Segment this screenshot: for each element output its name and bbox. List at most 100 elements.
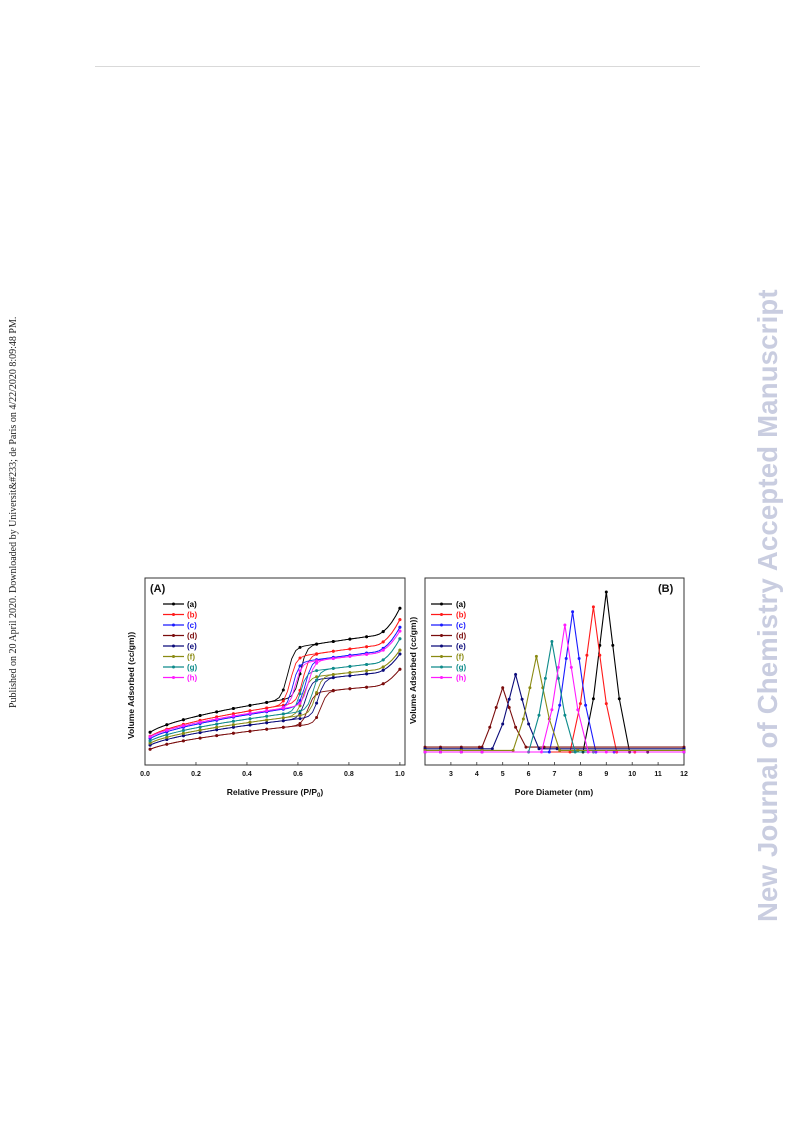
legend-marker	[440, 613, 443, 616]
isotherm-point	[298, 656, 302, 660]
isotherm-point	[298, 704, 302, 708]
isotherm-point	[365, 645, 369, 649]
legend-label: (e)	[456, 642, 466, 651]
panel-b-xlabel: Pore Diameter (nm)	[515, 787, 594, 797]
isotherm-point	[365, 685, 369, 689]
psd-line	[425, 672, 684, 750]
isotherm-point	[398, 606, 402, 610]
isotherm-point	[148, 735, 152, 739]
psd-point	[524, 745, 528, 749]
isotherm-des-line	[149, 630, 401, 738]
isotherm-point	[165, 738, 169, 741]
psd-point	[556, 676, 560, 680]
psd-line	[425, 685, 684, 748]
isotherm-point	[381, 648, 385, 652]
isotherm-point	[381, 630, 385, 634]
panel-a-x-ticks: 0.0 0.2 0.4 0.6 0.8 1.0	[140, 762, 405, 778]
isotherm-point	[315, 675, 319, 679]
isotherm-point	[248, 711, 252, 715]
isotherm-des-line	[149, 649, 401, 744]
isotherm-series-f	[148, 648, 402, 745]
isotherm-point	[381, 668, 385, 672]
isotherm-point	[281, 706, 285, 709]
isotherm-point	[215, 710, 219, 714]
isotherm-point	[381, 665, 385, 669]
isotherm-point	[315, 661, 319, 665]
isotherm-point	[265, 714, 269, 718]
panel-b-x-ticks: 3 4 5 6 7 8 9 10 11 12	[449, 762, 688, 778]
isotherm-point	[398, 667, 402, 671]
legend-marker	[172, 665, 175, 669]
isotherm-point	[165, 728, 169, 732]
isotherm-point	[348, 664, 352, 668]
psd-point	[591, 605, 595, 609]
psd-point	[585, 653, 589, 657]
isotherm-point	[298, 669, 302, 673]
isotherm-point	[198, 731, 202, 735]
legend-label: (a)	[187, 600, 197, 609]
isotherm-point	[148, 730, 152, 734]
isotherm-point	[181, 724, 185, 728]
panel-a-xlabel: Relative Pressure (P/P0)	[227, 787, 324, 799]
psd-point	[550, 640, 554, 643]
psd-point	[507, 697, 511, 701]
legend-marker	[172, 644, 175, 648]
psd-point	[514, 725, 518, 729]
isotherm-des-line	[149, 619, 401, 737]
isotherm-point	[198, 714, 202, 717]
x-tick-label: 10	[628, 771, 636, 778]
isotherm-point	[281, 716, 285, 720]
isotherm-point	[348, 674, 352, 678]
isotherm-point	[248, 717, 252, 721]
x-tick-label: 4	[475, 771, 479, 778]
isotherm-point	[315, 691, 319, 694]
psd-point	[591, 697, 595, 701]
isotherm-point	[331, 676, 335, 679]
psd-point	[547, 750, 551, 754]
isotherm-point	[248, 723, 252, 727]
legend-marker	[440, 634, 443, 637]
legend-label: (g)	[187, 663, 198, 672]
isotherm-point	[298, 692, 302, 696]
x-tick-label: 5	[501, 771, 505, 778]
legend-marker	[440, 665, 443, 669]
isotherm-point	[198, 736, 202, 740]
panel-a-label: (A)	[150, 583, 166, 595]
psd-point	[550, 708, 554, 712]
legend-marker	[172, 655, 175, 658]
isotherm-point	[398, 652, 402, 656]
legend-label: (b)	[456, 611, 467, 620]
panel-b-ylabel: Volume Adsorbed (cc/gm))	[408, 617, 418, 724]
psd-point	[501, 686, 505, 690]
isotherm-point	[181, 739, 185, 743]
header-rule	[95, 66, 700, 67]
panel-b: (B) 3 4 5 6 7 8 9 10 11 12 (a)(b)(c)(d)(e)(f)(g)(…	[408, 577, 688, 797]
isotherm-point	[198, 725, 202, 729]
isotherm-point	[398, 625, 402, 629]
isotherm-point	[331, 649, 335, 653]
panel-a-frame	[144, 577, 406, 766]
psd-point	[534, 654, 538, 658]
x-tick-label: 1.0	[395, 771, 405, 778]
x-tick-label: 8	[578, 771, 582, 778]
psd-series-d	[423, 685, 686, 749]
isotherm-point	[365, 652, 369, 656]
legend-label: (h)	[187, 674, 198, 683]
isotherm-point	[215, 728, 219, 732]
isotherm-point	[331, 673, 335, 676]
psd-point	[586, 750, 590, 754]
x-tick-label: 3	[449, 771, 453, 778]
legend-label: (d)	[187, 632, 198, 641]
legend-marker	[172, 602, 175, 606]
isotherm-point	[265, 718, 269, 722]
isotherm-point	[348, 647, 352, 651]
legend-label: (a)	[456, 600, 466, 609]
legend-label: (c)	[456, 621, 466, 630]
panel-b-series	[423, 590, 686, 754]
isotherm-point	[165, 723, 169, 727]
psd-point	[558, 748, 562, 752]
panel-a: (A) 0.0 0.2 0.4 0.6 0.8 1.0 (a) (b)(c) (d)(e) (f…	[126, 577, 406, 799]
psd-point	[604, 702, 608, 706]
psd-point	[682, 750, 686, 754]
isotherm-point	[231, 712, 235, 716]
